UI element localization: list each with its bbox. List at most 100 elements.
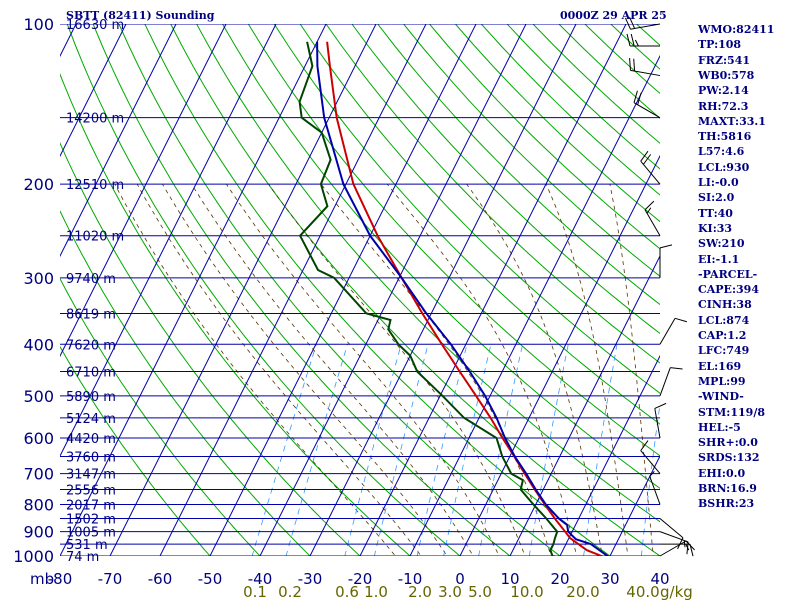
isotherm-line — [60, 24, 177, 258]
index-item: MPL:99 — [698, 374, 746, 388]
index-item: EHI:0.0 — [698, 466, 746, 480]
index-item: -WIND- — [698, 390, 744, 404]
wind-barb-flag — [629, 16, 636, 29]
mixing-ratio-label: 5.0 — [468, 583, 492, 600]
pressure-tick-label: 900 — [23, 523, 54, 542]
moist-adiabat-line — [136, 183, 422, 556]
wind-barb-flag — [674, 317, 688, 323]
pressure-tick-label: 700 — [23, 465, 54, 484]
sounding-lines — [298, 41, 610, 556]
wind-barb-flag — [646, 207, 652, 214]
dry-adiabat-line — [351, 24, 660, 335]
wind-barb-flag — [643, 154, 652, 165]
wind-barb-flag — [624, 17, 631, 30]
wind-barb-flag — [629, 57, 631, 71]
isotherm-line — [259, 24, 527, 556]
height-label: 2556 m — [66, 484, 116, 499]
height-label: 7620 m — [66, 338, 116, 353]
pressure-tick-label: 500 — [23, 387, 54, 406]
timestamp: 0000Z 29 APR 25 — [560, 9, 667, 22]
mixing-ratio-label: 2.0 — [408, 583, 432, 600]
height-label: 1502 m — [66, 512, 116, 527]
isotherm-line — [209, 24, 477, 556]
dry-adiabat-line — [92, 24, 511, 556]
index-item: EI:-1.1 — [698, 252, 740, 266]
index-item: FRZ:541 — [698, 53, 751, 67]
dry-adiabat-line — [273, 24, 660, 425]
dry-adiabat-line — [222, 24, 660, 489]
wind-barb-flag — [677, 537, 684, 550]
mixing-ratio-line — [373, 344, 429, 556]
index-item: SRDS:132 — [698, 451, 760, 465]
index-item: SI:2.0 — [698, 191, 735, 205]
dry-adiabat-line — [60, 345, 211, 556]
index-item: PW:2.14 — [698, 84, 749, 98]
chart-grid — [60, 24, 660, 556]
height-label: 12510 m — [66, 178, 124, 193]
height-label: 4420 m — [66, 432, 116, 447]
index-item: KI:33 — [698, 221, 733, 235]
height-label: 5124 m — [66, 412, 116, 427]
wind-barb-flag — [633, 90, 638, 103]
pressure-tick-label: 600 — [23, 429, 54, 448]
index-item: CAPE:394 — [698, 283, 759, 297]
isotherm-line — [60, 24, 327, 556]
temp-tick-label: 20 — [550, 570, 569, 588]
mixing-ratio-label: 40.0 — [626, 583, 659, 600]
wind-barb-staff — [640, 160, 661, 185]
temp-tick-label: -70 — [98, 570, 123, 588]
isotherm-line — [359, 24, 627, 556]
isotherm-line — [509, 254, 660, 556]
temp-tick-label: 40 — [650, 570, 669, 588]
wind-barb-flag — [654, 402, 667, 409]
wind-barb-staff — [659, 367, 671, 397]
index-item: TT:40 — [698, 206, 733, 220]
height-label: 1005 m — [66, 526, 116, 541]
wind-barb-flag — [640, 440, 649, 451]
wind-barb-flag — [634, 39, 639, 47]
dry-adiabat-line — [144, 24, 611, 556]
mixing-ratio-line — [285, 344, 348, 556]
dewpoint-line — [298, 41, 560, 556]
isotherm-line — [60, 24, 277, 458]
index-item: LFC:749 — [698, 344, 750, 358]
height-label: 6710 m — [66, 366, 116, 381]
height-label: 16630 m — [66, 18, 124, 33]
isotherm-line — [559, 354, 660, 556]
temp-tick-label: -40 — [248, 570, 273, 588]
index-item: TP:108 — [698, 38, 742, 52]
height-label: 74 m — [66, 550, 99, 565]
height-label: 11020 m — [66, 230, 124, 245]
mixing-ratio-line — [344, 344, 402, 556]
moist-adiabat-line — [191, 183, 474, 556]
index-item: SHR+:0.0 — [698, 436, 758, 450]
index-item: L57:4.6 — [698, 145, 745, 159]
dry-adiabat-line — [403, 24, 660, 277]
temp-tick-label: 0 — [455, 570, 465, 588]
mixing-ratio-line — [443, 344, 492, 556]
height-label: 5890 m — [66, 390, 116, 405]
index-item: BRN:16.9 — [698, 482, 757, 495]
dry-adiabat-line — [299, 24, 660, 394]
index-item: RH:72.3 — [698, 99, 749, 113]
temp-tick-label: -80 — [48, 570, 73, 588]
index-item: LCL:874 — [698, 313, 750, 327]
mixing-ratio-line — [528, 344, 569, 556]
isotherm-line — [159, 24, 427, 556]
dry-adiabat-line — [325, 24, 660, 364]
mixing-ratio-unit: g/kg — [660, 583, 693, 600]
temp-tick-label: -10 — [398, 570, 423, 588]
parcel-line — [316, 41, 610, 556]
dry-adiabat-line — [429, 24, 660, 250]
x-unit-label: mb — [30, 570, 54, 588]
wind-barb-staff — [659, 318, 676, 345]
isotherm-line — [459, 154, 660, 556]
dry-adiabat-line — [247, 24, 660, 457]
mixing-ratio-label: 3.0 — [438, 583, 462, 600]
index-item: EL:169 — [698, 359, 742, 373]
height-label: 8619 m — [66, 307, 116, 322]
moist-adiabat-line — [466, 183, 603, 556]
dry-adiabat-line — [377, 24, 660, 306]
